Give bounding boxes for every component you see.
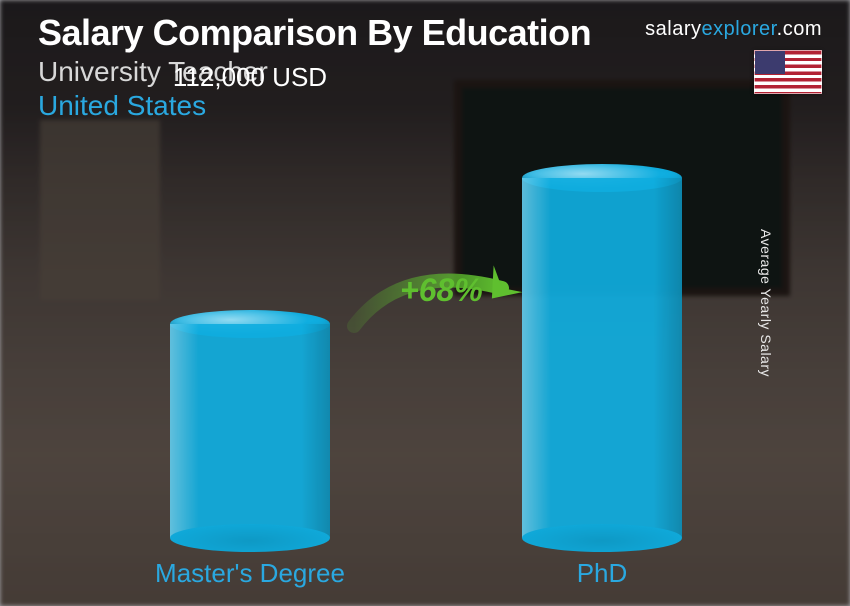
brand-logo: salaryexplorer.com bbox=[645, 18, 822, 41]
percent-increase-label: +68% bbox=[400, 272, 483, 309]
brand-tld: .com bbox=[777, 18, 822, 40]
bar-bottom-cap bbox=[522, 524, 682, 552]
bar-bottom-cap bbox=[170, 524, 330, 552]
bar-body-phd: 188,000 USD PhD bbox=[522, 178, 682, 538]
bar-category-phd: PhD bbox=[472, 558, 732, 589]
content-container: Salary Comparison By Education Universit… bbox=[0, 0, 850, 606]
bar-category-masters: Master's Degree bbox=[120, 558, 380, 589]
us-flag-icon bbox=[754, 50, 822, 94]
bar-value-masters: 112,000 USD bbox=[120, 62, 380, 93]
bar-body-masters: 112,000 USD Master's Degree bbox=[170, 324, 330, 538]
bar-phd: 188,000 USD PhD bbox=[522, 178, 682, 538]
bar-fill bbox=[170, 324, 330, 538]
page-title: Salary Comparison By Education bbox=[38, 12, 591, 54]
bar-chart: +68% 112,000 USD Master's Degree 188,000… bbox=[0, 140, 850, 580]
bar-masters: 112,000 USD Master's Degree bbox=[170, 324, 330, 538]
brand-suffix: explorer bbox=[702, 18, 777, 40]
increase-arrow: +68% bbox=[342, 258, 532, 348]
bar-fill bbox=[522, 178, 682, 538]
brand-prefix: salary bbox=[645, 18, 701, 40]
country-label: United States bbox=[38, 90, 591, 122]
